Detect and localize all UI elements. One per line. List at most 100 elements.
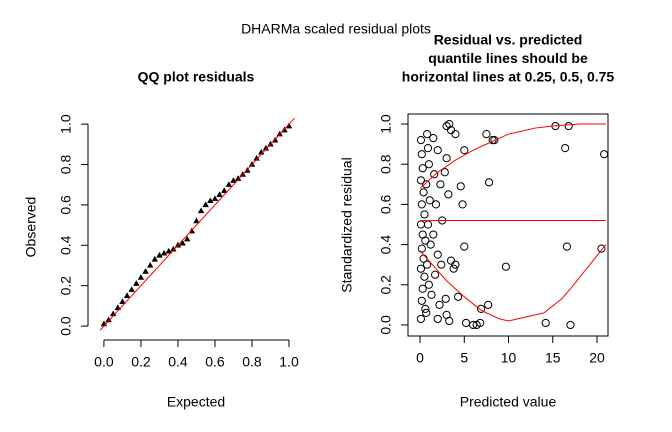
point	[426, 240, 435, 249]
point	[417, 296, 426, 305]
point	[541, 318, 550, 328]
y-tick-label: 0.2	[378, 275, 394, 295]
y-tick-label: 0.0	[58, 316, 74, 336]
point	[193, 217, 200, 224]
point	[446, 125, 456, 135]
x-tick-label: 20	[589, 350, 605, 366]
y-tick-label: 1.0	[378, 114, 394, 134]
point	[562, 242, 572, 251]
point	[461, 318, 471, 328]
point	[197, 207, 205, 214]
point	[216, 191, 223, 197]
point	[128, 286, 135, 292]
plot-frame	[407, 113, 609, 337]
panel-title: quantile lines should be	[428, 50, 588, 66]
point	[476, 304, 486, 313]
x-axis-label: Expected	[167, 394, 225, 410]
y-tick-label: 0.6	[58, 195, 74, 215]
point	[566, 320, 575, 330]
x-tick-label: 0.0	[94, 354, 114, 370]
point	[184, 235, 191, 242]
point	[123, 292, 131, 298]
x-tick-label: 0	[416, 350, 424, 366]
trend-line	[99, 117, 295, 331]
y-tick-label: 0.6	[378, 194, 394, 214]
x-axis-label: Predicted value	[460, 394, 557, 410]
point	[436, 180, 445, 189]
point	[501, 262, 510, 271]
point	[429, 134, 438, 143]
point	[451, 129, 460, 139]
point	[442, 121, 451, 131]
point	[230, 177, 237, 183]
point	[165, 247, 172, 254]
point	[490, 136, 499, 145]
y-tick-label: 0.0	[378, 315, 394, 335]
point	[421, 236, 430, 245]
point	[253, 154, 260, 161]
point	[416, 136, 426, 145]
point	[179, 239, 186, 246]
point	[484, 178, 494, 187]
point	[446, 256, 456, 265]
point	[119, 298, 126, 305]
x-tick-label: 1.0	[279, 354, 299, 370]
y-tick-label: 0.8	[378, 154, 394, 174]
point	[476, 318, 485, 328]
panel-title: QQ plot residuals	[138, 69, 255, 85]
point	[417, 150, 426, 159]
y-tick-label: 0.8	[58, 155, 74, 175]
x-tick-label: 0.4	[168, 354, 188, 370]
y-tick-label: 0.4	[378, 235, 394, 255]
point	[449, 264, 458, 273]
point	[561, 144, 570, 153]
point	[211, 195, 219, 202]
point	[156, 251, 163, 258]
point	[114, 304, 121, 311]
point	[460, 242, 469, 251]
x-tick-label: 0.2	[131, 354, 151, 370]
point	[453, 292, 463, 301]
point	[137, 274, 145, 280]
point	[221, 187, 228, 193]
y-tick-label: 0.2	[58, 276, 74, 296]
y-axis-label: Observed	[23, 197, 39, 258]
point	[441, 294, 450, 303]
point	[262, 144, 270, 151]
figure-title: DHARMa scaled residual plots	[241, 21, 431, 37]
x-tick-label: 0.8	[242, 354, 262, 370]
point	[421, 304, 430, 313]
point	[146, 261, 154, 268]
point	[423, 260, 432, 269]
point	[416, 264, 426, 273]
panel-title: Residual vs. predicted	[434, 32, 583, 48]
point	[423, 144, 433, 153]
point	[425, 196, 434, 205]
point	[285, 122, 293, 129]
x-tick-label: 10	[501, 350, 517, 366]
point	[435, 300, 444, 309]
point	[484, 300, 493, 309]
point	[417, 200, 426, 209]
point	[419, 188, 428, 197]
point	[424, 280, 433, 289]
point	[564, 121, 573, 131]
point	[420, 272, 429, 281]
point	[433, 314, 442, 324]
point	[133, 280, 140, 286]
point	[597, 244, 606, 253]
point	[442, 154, 451, 163]
point	[207, 197, 214, 204]
x-tick-label: 0.6	[205, 354, 225, 370]
point	[420, 210, 429, 219]
point	[445, 119, 454, 129]
point	[105, 316, 112, 323]
point	[423, 129, 432, 139]
point	[418, 164, 427, 173]
y-axis-label: Standardized residual	[339, 157, 355, 292]
point	[416, 176, 426, 185]
point	[460, 146, 469, 155]
point	[431, 200, 441, 209]
point	[416, 314, 426, 324]
